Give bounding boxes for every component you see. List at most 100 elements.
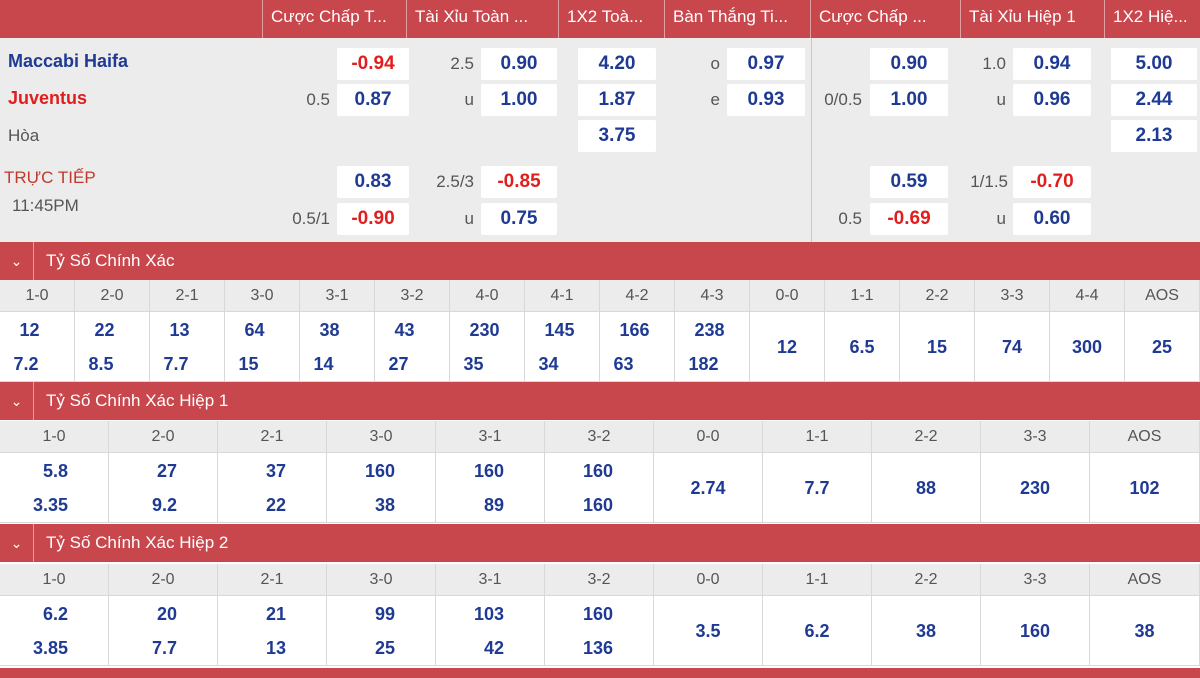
col-header-handicap-h1[interactable]: Cược Chấp ... bbox=[810, 0, 960, 38]
odds-ou-h1-alt-under[interactable]: 0.60 bbox=[1013, 203, 1091, 235]
odds-value[interactable]: 7.7 bbox=[151, 638, 177, 658]
odds-value[interactable]: 7.7 bbox=[804, 478, 830, 498]
odds-ou-ft-over[interactable]: 0.90 bbox=[481, 48, 557, 80]
chevron-down-icon[interactable]: ⌄ bbox=[0, 524, 34, 562]
score-odds-cell[interactable]: 15 bbox=[900, 312, 975, 382]
next-section-bar[interactable] bbox=[0, 668, 1200, 678]
odds-value[interactable]: 166 bbox=[619, 320, 650, 340]
odds-value[interactable]: 21 bbox=[265, 604, 286, 624]
score-odds-cell[interactable]: 3.5 bbox=[654, 596, 763, 666]
score-odds-cell[interactable]: 74 bbox=[975, 312, 1050, 382]
score-odds-cell[interactable]: 43 27 bbox=[375, 312, 450, 382]
score-odds-cell[interactable]: 160 160 bbox=[545, 453, 654, 523]
score-odds-cell[interactable]: 38 bbox=[872, 596, 981, 666]
odds-value[interactable]: 5.8 bbox=[42, 461, 68, 481]
score-odds-cell[interactable]: 6.2 bbox=[763, 596, 872, 666]
odds-value[interactable]: 88 bbox=[915, 478, 937, 498]
odds-value[interactable]: 74 bbox=[1001, 337, 1023, 357]
odds-value[interactable]: 38 bbox=[915, 621, 937, 641]
odds-value[interactable]: 89 bbox=[483, 495, 504, 515]
odds-value[interactable]: 99 bbox=[374, 604, 395, 624]
score-odds-cell[interactable]: 6.5 bbox=[825, 312, 900, 382]
odds-1x2-ft-away[interactable]: 1.87 bbox=[578, 84, 656, 116]
odds-value[interactable]: 9.2 bbox=[151, 495, 177, 515]
score-odds-cell[interactable]: 145 34 bbox=[525, 312, 600, 382]
odds-value[interactable]: 38 bbox=[319, 320, 340, 340]
odds-value[interactable]: 160 bbox=[582, 461, 613, 481]
odds-value[interactable]: 22 bbox=[265, 495, 286, 515]
score-odds-cell[interactable]: 300 bbox=[1050, 312, 1125, 382]
score-odds-cell[interactable]: 64 15 bbox=[225, 312, 300, 382]
score-odds-cell[interactable]: 160 bbox=[981, 596, 1090, 666]
odds-value[interactable]: 6.5 bbox=[849, 337, 875, 357]
odds-value[interactable]: 27 bbox=[388, 354, 409, 374]
odds-value[interactable]: 182 bbox=[688, 354, 719, 374]
score-odds-cell[interactable]: 160 136 bbox=[545, 596, 654, 666]
score-odds-cell[interactable]: 13 7.7 bbox=[150, 312, 225, 382]
odds-1x2-ft-draw[interactable]: 3.75 bbox=[578, 120, 656, 152]
odds-value[interactable]: 3.5 bbox=[695, 621, 721, 641]
odds-hdp-ft-alt-home[interactable]: 0.83 bbox=[337, 166, 409, 198]
odds-1x2-h1-away[interactable]: 2.44 bbox=[1111, 84, 1197, 116]
odds-hdp-h1-home[interactable]: 0.90 bbox=[870, 48, 948, 80]
odds-value[interactable]: 37 bbox=[265, 461, 286, 481]
col-header-ou-h1[interactable]: Tài Xỉu Hiệp 1 bbox=[960, 0, 1104, 38]
odds-hdp-ft-home[interactable]: -0.94 bbox=[337, 48, 409, 80]
col-header-handicap-ft[interactable]: Cược Chấp T... bbox=[262, 0, 406, 38]
odds-value[interactable]: 13 bbox=[265, 638, 286, 658]
odds-value[interactable]: 15 bbox=[926, 337, 948, 357]
odds-hdp-h1-alt-away[interactable]: -0.69 bbox=[870, 203, 948, 235]
odds-value[interactable]: 34 bbox=[538, 354, 559, 374]
odds-value[interactable]: 43 bbox=[394, 320, 415, 340]
odds-value[interactable]: 15 bbox=[238, 354, 259, 374]
odds-hdp-ft-away[interactable]: 0.87 bbox=[337, 84, 409, 116]
score-odds-cell[interactable]: 21 13 bbox=[218, 596, 327, 666]
odds-value[interactable]: 230 bbox=[1019, 478, 1051, 498]
odds-ou-h1-alt-over[interactable]: -0.70 bbox=[1013, 166, 1091, 198]
col-header-1x2-h1[interactable]: 1X2 Hiệ... bbox=[1104, 0, 1200, 38]
odds-hdp-ft-alt-away[interactable]: -0.90 bbox=[337, 203, 409, 235]
odds-value[interactable]: 300 bbox=[1071, 337, 1103, 357]
odds-value[interactable]: 230 bbox=[469, 320, 500, 340]
score-odds-cell[interactable]: 6.2 3.85 bbox=[0, 596, 109, 666]
odds-value[interactable]: 22 bbox=[94, 320, 115, 340]
odds-ou-h1-over[interactable]: 0.94 bbox=[1013, 48, 1091, 80]
odds-value[interactable]: 2.74 bbox=[690, 478, 726, 498]
score-odds-cell[interactable]: 37 22 bbox=[218, 453, 327, 523]
odds-value[interactable]: 160 bbox=[1019, 621, 1051, 641]
chevron-down-icon[interactable]: ⌄ bbox=[0, 242, 34, 280]
score-odds-cell[interactable]: 20 7.7 bbox=[109, 596, 218, 666]
score-odds-cell[interactable]: 88 bbox=[872, 453, 981, 523]
odds-value[interactable]: 238 bbox=[694, 320, 725, 340]
odds-value[interactable]: 20 bbox=[156, 604, 177, 624]
odds-value[interactable]: 35 bbox=[463, 354, 484, 374]
col-header-1x2-ft[interactable]: 1X2 Toà... bbox=[558, 0, 664, 38]
section-correct-score-h1[interactable]: ⌄ Tỷ Số Chính Xác Hiệp 1 bbox=[0, 382, 1200, 420]
odds-value[interactable]: 7.2 bbox=[13, 354, 39, 374]
score-odds-cell[interactable]: 160 89 bbox=[436, 453, 545, 523]
odds-value[interactable]: 102 bbox=[1129, 478, 1160, 498]
odds-value[interactable]: 160 bbox=[473, 461, 504, 481]
odds-value[interactable]: 160 bbox=[364, 461, 395, 481]
score-odds-cell[interactable]: 38 bbox=[1090, 596, 1200, 666]
odds-value[interactable]: 12 bbox=[19, 320, 40, 340]
odds-ou-ft-under[interactable]: 1.00 bbox=[481, 84, 557, 116]
section-correct-score[interactable]: ⌄ Tỷ Số Chính Xác bbox=[0, 242, 1200, 280]
score-odds-cell[interactable]: 102 bbox=[1090, 453, 1200, 523]
odds-1x2-h1-draw[interactable]: 2.13 bbox=[1111, 120, 1197, 152]
odds-value[interactable]: 3.35 bbox=[32, 495, 68, 515]
score-odds-cell[interactable]: 5.8 3.35 bbox=[0, 453, 109, 523]
odds-value[interactable]: 6.2 bbox=[42, 604, 68, 624]
score-odds-cell[interactable]: 166 63 bbox=[600, 312, 675, 382]
score-odds-cell[interactable]: 25 bbox=[1125, 312, 1200, 382]
odds-hdp-h1-alt-home[interactable]: 0.59 bbox=[870, 166, 948, 198]
odds-value[interactable]: 160 bbox=[582, 604, 613, 624]
col-header-goals[interactable]: Bàn Thắng Ti... bbox=[664, 0, 810, 38]
odds-goals-over[interactable]: 0.97 bbox=[727, 48, 805, 80]
score-odds-cell[interactable]: 22 8.5 bbox=[75, 312, 150, 382]
score-odds-cell[interactable]: 99 25 bbox=[327, 596, 436, 666]
odds-hdp-h1-away[interactable]: 1.00 bbox=[870, 84, 948, 116]
col-header-ou-ft[interactable]: Tài Xỉu Toàn ... bbox=[406, 0, 558, 38]
odds-ou-ft-alt-over[interactable]: -0.85 bbox=[481, 166, 557, 198]
odds-ou-h1-under[interactable]: 0.96 bbox=[1013, 84, 1091, 116]
